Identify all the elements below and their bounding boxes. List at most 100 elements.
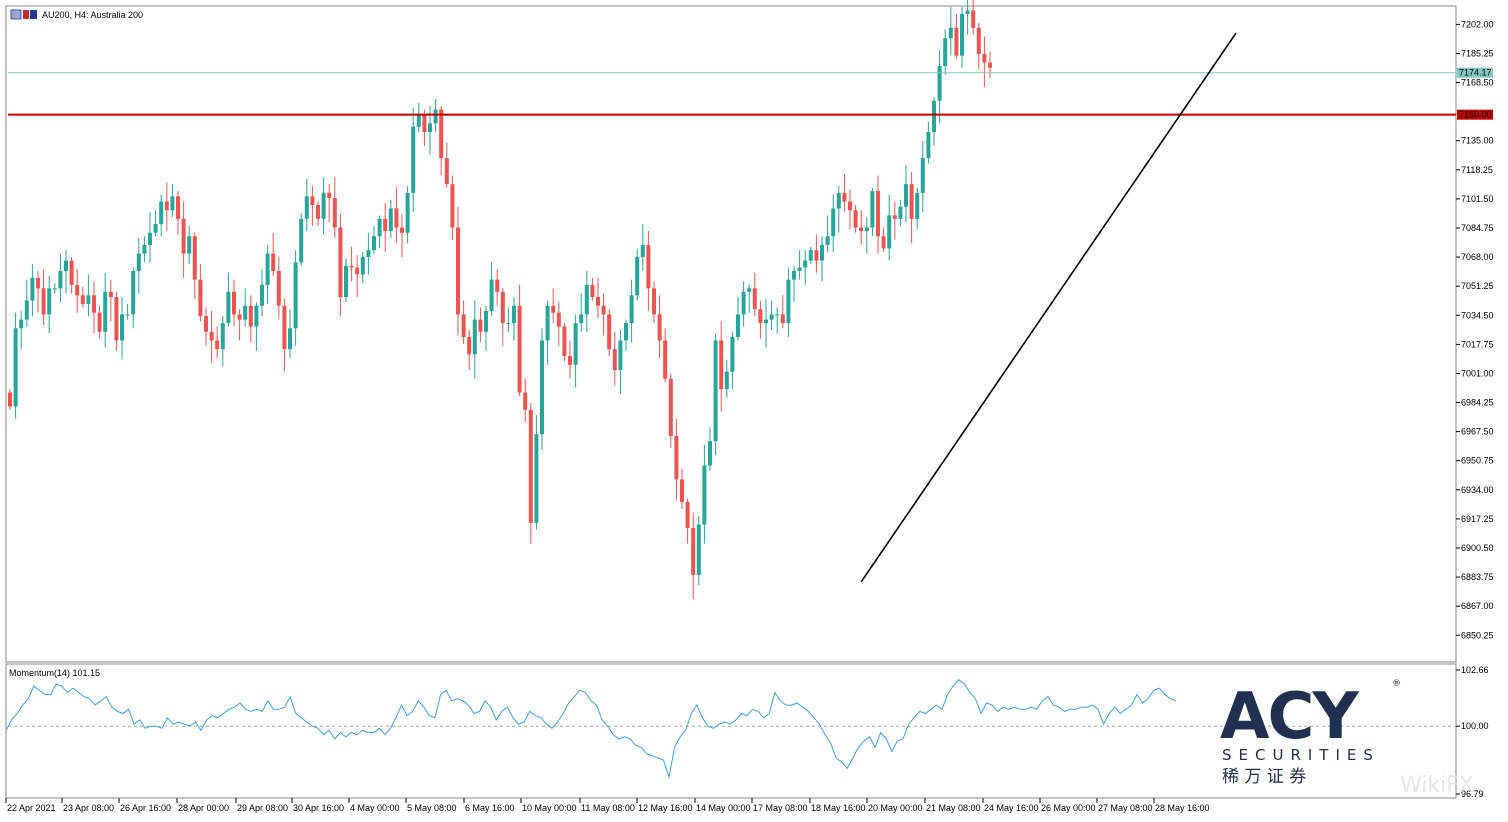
candle-body: [293, 262, 298, 329]
candle-body: [579, 314, 584, 324]
candle-body: [478, 319, 483, 332]
logo-registered: ®: [1392, 679, 1401, 689]
chart-type-icon: [10, 9, 22, 20]
candle-body: [344, 265, 348, 298]
candle-body: [377, 218, 382, 237]
candle-body: [568, 356, 572, 365]
time-tick-label: 5 May 08:00: [407, 803, 457, 813]
time-tick-label: 26 Apr 16:00: [120, 803, 171, 813]
candle-body: [58, 270, 63, 289]
momentum-tick-label: 96.79: [1461, 789, 1484, 799]
candlestick-series: [8, 0, 992, 600]
candle-body: [736, 314, 740, 337]
candle-body: [848, 201, 852, 211]
candle-body: [506, 323, 511, 325]
candle-body: [439, 109, 444, 159]
candle-body: [932, 100, 936, 133]
watermark-text: WikiFX: [1400, 773, 1474, 798]
time-tick-label: 18 May 16:00: [811, 803, 866, 813]
price-tick-label: 7001.00: [1461, 368, 1494, 378]
candle-body: [316, 204, 320, 219]
price-tick-label: 6950.75: [1461, 456, 1494, 466]
candle-body: [915, 192, 920, 219]
candle-body: [584, 284, 589, 315]
candle-body: [976, 27, 981, 54]
time-tick-label: 22 Apr 2021: [7, 803, 56, 813]
candle-body: [842, 192, 847, 202]
candle-body: [411, 126, 416, 193]
candle-body: [456, 227, 460, 315]
price-tick-label: 6934.00: [1461, 485, 1494, 495]
candle-body: [495, 279, 500, 292]
price-tick-label: 7017.75: [1461, 339, 1494, 349]
candle-body: [870, 191, 875, 228]
candle-body: [876, 191, 880, 237]
candle-body: [187, 236, 192, 254]
time-tick-label: 14 May 00:00: [696, 803, 751, 813]
candle-body: [534, 434, 539, 523]
candle-body: [131, 270, 136, 315]
candle-body: [47, 288, 52, 315]
candle-body: [24, 300, 29, 320]
logo-subtitle: SECURITIES: [1222, 746, 1380, 764]
candle-body: [618, 340, 623, 370]
candle-body: [355, 267, 360, 275]
candle-body: [696, 524, 701, 575]
candle-body: [383, 218, 388, 232]
candle-body: [724, 371, 729, 390]
candle-body: [372, 236, 376, 251]
candle-body: [36, 277, 40, 289]
price-tick-label: 6967.50: [1461, 427, 1494, 437]
candle-body: [170, 196, 175, 211]
candle-body: [702, 465, 707, 525]
candle-body: [607, 314, 612, 350]
candle-body: [260, 284, 264, 306]
candle-body: [601, 305, 606, 315]
candle-body: [120, 314, 124, 341]
price-tick-label: 6900.50: [1461, 543, 1494, 553]
candle-body: [86, 295, 91, 304]
candle-body: [758, 309, 763, 324]
trendline[interactable]: [860, 32, 1237, 583]
indicator-area[interactable]: [5, 663, 1457, 799]
candle-body: [125, 314, 130, 316]
candle-body: [635, 257, 640, 296]
candle-body: [853, 210, 858, 228]
price-tick-label: 6883.75: [1461, 572, 1494, 582]
time-tick-label: 28 May 16:00: [1155, 803, 1210, 813]
candle-body: [803, 260, 808, 268]
candle-body: [327, 192, 332, 199]
candle-body: [652, 288, 656, 315]
candle-body: [176, 196, 180, 219]
candle-body: [668, 378, 673, 436]
candle-body: [226, 291, 231, 324]
candle-body: [500, 291, 505, 324]
candle-body: [596, 297, 600, 306]
price-tick-label: 7051.25: [1461, 281, 1494, 291]
candle-body: [551, 305, 556, 313]
candle-body: [136, 253, 141, 271]
candle-body: [310, 196, 315, 205]
candle-body: [114, 297, 119, 341]
price-tick-label: 6850.25: [1461, 630, 1494, 640]
time-tick-label: 10 May 00:00: [522, 803, 577, 813]
candle-body: [898, 206, 903, 219]
candle-body: [814, 250, 819, 261]
candle-body: [243, 305, 248, 320]
flag-icon-2: [30, 10, 37, 19]
candle-body: [691, 528, 696, 575]
time-tick-label: 12 May 16:00: [638, 803, 693, 813]
price-tick-label: 6867.00: [1461, 601, 1494, 611]
candle-body: [461, 314, 466, 337]
candle-body: [142, 244, 147, 254]
price-tick-label: 7101.50: [1461, 194, 1494, 204]
candle-body: [405, 192, 410, 233]
time-tick-label: 21 May 08:00: [926, 803, 981, 813]
price-axis: 7202.00 7185.25 7168.50 7135.00 7118.25 7101.…: [1456, 19, 1494, 640]
candle-body: [708, 441, 712, 466]
price-tick-label: 7068.00: [1461, 252, 1494, 262]
candle-body: [349, 265, 354, 268]
candle-body: [204, 316, 208, 332]
candle-body: [831, 208, 836, 237]
